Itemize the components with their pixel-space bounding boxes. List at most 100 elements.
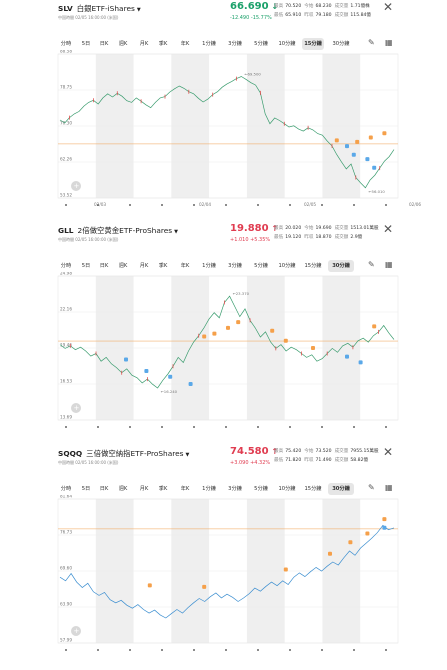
tab-period[interactable]: 5分鐘 xyxy=(254,263,268,269)
trade-marker-sell[interactable] xyxy=(283,567,288,572)
tab-period[interactable]: 5分鐘 xyxy=(254,486,268,492)
tab-period[interactable]: 5日 xyxy=(81,486,91,492)
panel-header: SLV 白銀ETF-iShares ▼ 中国時間 02/05 16:00:00 (米国… xyxy=(0,0,447,36)
price-chart[interactable]: 81.64 76.73 69.60 63.90 57.99+ xyxy=(0,495,447,655)
tab-period[interactable]: 週K xyxy=(118,486,128,492)
draw-pen-icon[interactable]: ✎ xyxy=(368,38,375,47)
ticker-selector[interactable]: GLL 2倍做空黄金ETF-ProShares ▼ xyxy=(58,225,178,236)
tab-period[interactable]: 3分鐘 xyxy=(228,486,242,492)
tab-period[interactable]: 日K xyxy=(99,486,109,492)
close-icon[interactable]: ✕ xyxy=(383,222,394,236)
layout-grid-icon[interactable]: ▦ xyxy=(385,38,393,47)
ticker-name: 2倍做空黄金ETF-ProShares xyxy=(77,226,173,235)
trade-marker-sell[interactable] xyxy=(382,517,387,522)
tab-period[interactable]: 5分鐘 xyxy=(254,41,268,47)
trade-marker-buy[interactable] xyxy=(144,369,149,374)
stat-item: 最低 65.910 xyxy=(274,12,301,18)
ticker-selector[interactable]: SQQQ 三倍做空納指ETF-ProShares ▼ xyxy=(58,448,189,459)
tab-period[interactable]: 日K xyxy=(99,263,109,269)
zoom-button[interactable]: + xyxy=(71,626,81,636)
trade-marker-sell[interactable] xyxy=(372,324,377,329)
trade-marker-sell[interactable] xyxy=(328,551,332,556)
tab-period[interactable]: 3分鐘 xyxy=(228,41,242,47)
trade-marker-sell[interactable] xyxy=(202,334,207,339)
tab-period[interactable]: 分時 xyxy=(60,263,72,269)
trade-marker-sell[interactable] xyxy=(368,135,373,140)
tab-period[interactable]: 30分鐘 xyxy=(332,41,350,47)
tab-period[interactable]: 5日 xyxy=(81,263,91,269)
tab-period[interactable]: 分時 xyxy=(60,486,72,492)
close-icon[interactable]: ✕ xyxy=(383,445,394,459)
stat-label: 昨収 xyxy=(304,235,314,240)
tab-period[interactable]: 30分鐘 xyxy=(328,483,354,495)
trade-marker-sell[interactable] xyxy=(226,325,230,330)
tab-period[interactable]: 年K xyxy=(180,41,190,47)
tab-period[interactable]: 15分鐘 xyxy=(304,263,322,269)
trade-marker-buy[interactable] xyxy=(124,357,128,362)
ticker-selector[interactable]: SLV 白銀ETF-iShares ▼ xyxy=(58,3,141,14)
event-dot xyxy=(97,204,99,206)
tab-period[interactable]: 日K xyxy=(99,41,109,47)
caret-down-icon: ▼ xyxy=(136,7,141,13)
tab-period[interactable]: 10分鐘 xyxy=(278,263,296,269)
trade-marker-sell[interactable] xyxy=(348,540,353,545)
tab-period[interactable]: 3分鐘 xyxy=(228,263,242,269)
event-dot xyxy=(385,649,387,651)
tab-period[interactable]: 年K xyxy=(180,263,190,269)
event-dot xyxy=(257,426,259,428)
trade-marker-buy[interactable] xyxy=(365,157,370,162)
tab-period[interactable]: 15分鐘 xyxy=(302,38,324,50)
draw-pen-icon[interactable]: ✎ xyxy=(368,260,375,269)
trade-marker-sell[interactable] xyxy=(283,338,288,343)
tab-period[interactable]: 年K xyxy=(180,486,190,492)
trade-marker-sell[interactable] xyxy=(236,320,241,325)
tab-period[interactable]: 週K xyxy=(118,41,128,47)
trade-marker-sell[interactable] xyxy=(202,584,207,589)
tab-period[interactable]: 30分鐘 xyxy=(328,260,354,272)
trade-marker-buy[interactable] xyxy=(382,525,387,530)
zoom-button[interactable]: + xyxy=(71,181,81,191)
trade-marker-buy[interactable] xyxy=(168,374,173,379)
trade-marker-buy[interactable] xyxy=(345,354,349,359)
trade-marker-buy[interactable] xyxy=(372,165,377,170)
stat-label: 最高 xyxy=(274,4,284,9)
tab-period[interactable]: 月K xyxy=(139,263,149,269)
stat-value: 58.82億 xyxy=(350,458,369,463)
tab-period[interactable]: 季K xyxy=(158,41,168,47)
stat-item: 最高 75.420 xyxy=(274,448,301,454)
trade-marker-buy[interactable] xyxy=(351,152,356,157)
trade-marker-sell[interactable] xyxy=(270,328,275,333)
trade-marker-sell[interactable] xyxy=(365,531,370,536)
trade-marker-sell[interactable] xyxy=(334,138,339,143)
tab-period[interactable]: 分時 xyxy=(60,41,72,47)
close-icon[interactable]: ✕ xyxy=(383,0,394,14)
price-chart[interactable]: 88.58 78.75 70.30 62.26 53.52 02/03 02/04 02/05… xyxy=(0,50,447,210)
tab-period[interactable]: 10分鐘 xyxy=(278,41,296,47)
trade-marker-sell[interactable] xyxy=(212,331,217,336)
tab-period[interactable]: 季K xyxy=(158,263,168,269)
zoom-button[interactable]: + xyxy=(71,403,81,413)
trade-marker-buy[interactable] xyxy=(358,360,363,365)
trade-marker-sell[interactable] xyxy=(147,583,152,588)
tab-period[interactable]: 週K xyxy=(118,263,128,269)
tab-period[interactable]: 5日 xyxy=(81,41,91,47)
layout-grid-icon[interactable]: ▦ xyxy=(385,260,393,269)
tab-period[interactable]: 1分鐘 xyxy=(202,263,216,269)
trade-marker-buy[interactable] xyxy=(345,144,349,149)
trade-marker-buy[interactable] xyxy=(188,382,193,386)
price-chart[interactable]: 24.98 22.16 19.46 16.53 13.69 ←23.370 ←16.240 + xyxy=(0,272,447,432)
draw-pen-icon[interactable]: ✎ xyxy=(368,483,375,492)
tab-period[interactable]: 15分鐘 xyxy=(304,486,322,492)
tab-period[interactable]: 1分鐘 xyxy=(202,41,216,47)
stat-label: 今始 xyxy=(304,4,314,9)
layout-grid-icon[interactable]: ▦ xyxy=(385,483,393,492)
tab-period[interactable]: 月K xyxy=(139,41,149,47)
trade-marker-sell[interactable] xyxy=(382,131,387,136)
tab-period[interactable]: 季K xyxy=(158,486,168,492)
tab-period[interactable]: 月K xyxy=(139,486,149,492)
trade-marker-sell[interactable] xyxy=(355,139,360,144)
tab-period[interactable]: 10分鐘 xyxy=(278,486,296,492)
trade-marker-sell[interactable] xyxy=(311,346,315,350)
event-dot xyxy=(129,426,131,428)
tab-period[interactable]: 1分鐘 xyxy=(202,486,216,492)
